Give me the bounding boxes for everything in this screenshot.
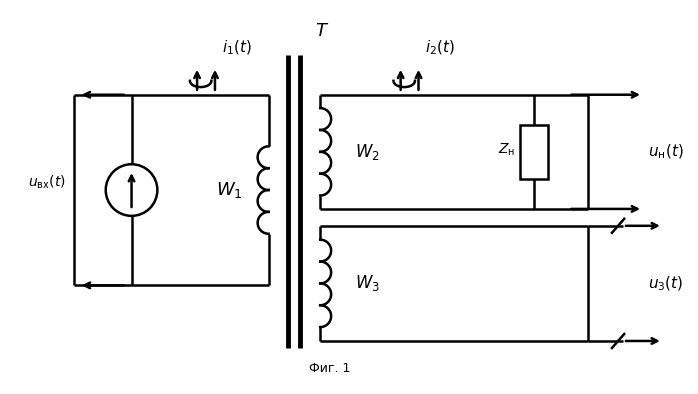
Text: $W_3$: $W_3$ [355,273,380,294]
Text: $T$: $T$ [315,22,329,40]
Text: Фиг. 1: Фиг. 1 [309,362,351,375]
Text: $u_{\rm вх}(t)$: $u_{\rm вх}(t)$ [29,173,66,191]
Text: $W_1$: $W_1$ [216,180,242,200]
Text: $u_3(t)$: $u_3(t)$ [648,274,683,293]
Text: $Z_{\rm н}$: $Z_{\rm н}$ [498,141,515,158]
Text: $W_2$: $W_2$ [355,142,380,162]
Text: $i_1(t)$: $i_1(t)$ [222,39,252,57]
Text: $u_{\rm н}(t)$: $u_{\rm н}(t)$ [648,143,683,161]
Text: $i_2(t)$: $i_2(t)$ [426,39,455,57]
Bar [520,125,548,179]
